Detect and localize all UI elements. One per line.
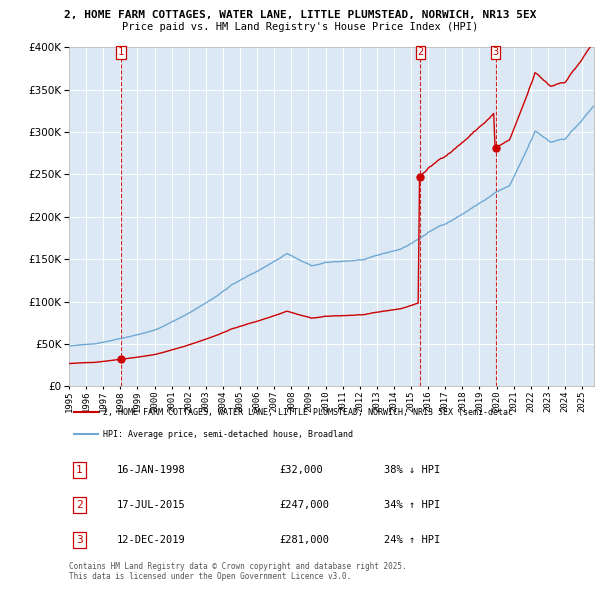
Text: 34% ↑ HPI: 34% ↑ HPI — [384, 500, 440, 510]
Text: £32,000: £32,000 — [279, 466, 323, 475]
Text: 12-DEC-2019: 12-DEC-2019 — [116, 535, 185, 545]
Text: 2, HOME FARM COTTAGES, WATER LANE, LITTLE PLUMSTEAD, NORWICH, NR13 5EX (semi-det: 2, HOME FARM COTTAGES, WATER LANE, LITTL… — [103, 408, 513, 417]
Text: 17-JUL-2015: 17-JUL-2015 — [116, 500, 185, 510]
Text: 2, HOME FARM COTTAGES, WATER LANE, LITTLE PLUMSTEAD, NORWICH, NR13 5EX: 2, HOME FARM COTTAGES, WATER LANE, LITTL… — [64, 10, 536, 20]
Text: Contains HM Land Registry data © Crown copyright and database right 2025.
This d: Contains HM Land Registry data © Crown c… — [69, 562, 407, 581]
Text: Price paid vs. HM Land Registry's House Price Index (HPI): Price paid vs. HM Land Registry's House … — [122, 22, 478, 32]
Text: 2: 2 — [417, 47, 424, 57]
Text: 1: 1 — [118, 47, 124, 57]
Text: £247,000: £247,000 — [279, 500, 329, 510]
Text: 1: 1 — [76, 466, 83, 475]
Text: 3: 3 — [493, 47, 499, 57]
Text: 3: 3 — [76, 535, 83, 545]
Text: HPI: Average price, semi-detached house, Broadland: HPI: Average price, semi-detached house,… — [103, 430, 353, 439]
Text: 24% ↑ HPI: 24% ↑ HPI — [384, 535, 440, 545]
Text: 38% ↓ HPI: 38% ↓ HPI — [384, 466, 440, 475]
Text: £281,000: £281,000 — [279, 535, 329, 545]
Text: 2: 2 — [76, 500, 83, 510]
Text: 16-JAN-1998: 16-JAN-1998 — [116, 466, 185, 475]
